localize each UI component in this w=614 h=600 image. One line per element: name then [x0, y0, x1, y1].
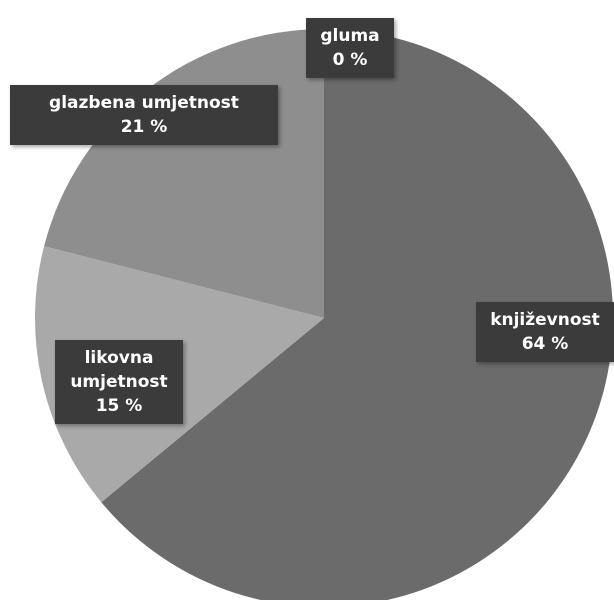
- category-label: glazbena umjetnost: [49, 93, 239, 113]
- category-label: likovna umjetnost: [70, 348, 168, 392]
- pie-slice: [101, 29, 613, 600]
- category-label: gluma: [320, 26, 380, 46]
- value-label: 15 %: [95, 396, 143, 416]
- value-label: 64 %: [521, 334, 569, 354]
- data-label: književnost 64 %: [476, 302, 614, 362]
- value-label: 0 %: [332, 50, 368, 70]
- category-label: književnost: [490, 310, 600, 330]
- value-label: 21 %: [120, 117, 168, 137]
- data-label: glazbena umjetnost 21 %: [10, 85, 278, 145]
- data-label: likovna umjetnost 15 %: [55, 340, 183, 424]
- data-label: gluma 0 %: [306, 18, 394, 78]
